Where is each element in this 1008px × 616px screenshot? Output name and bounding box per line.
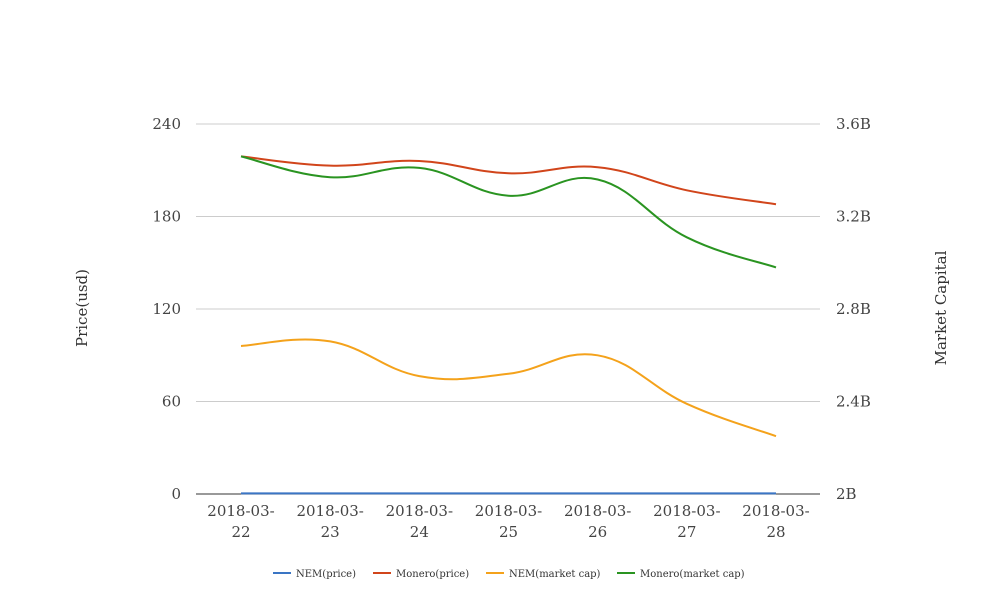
legend-label: Monero(price) <box>396 569 469 580</box>
left-tick-label: 240 <box>152 115 181 133</box>
series-lines <box>240 155 777 495</box>
x-tick-label: 2018-03-27 <box>653 502 720 541</box>
series-line-monero-market-cap <box>240 155 777 269</box>
x-axis-ticks: 2018-03-22 2018-03-23 2018-03-24 2018-03-25… <box>207 502 809 541</box>
left-tick-label: 180 <box>152 208 181 226</box>
legend-item-nem-market-cap[interactable]: NEM(market cap) <box>486 569 601 580</box>
right-tick-label: 3.6B <box>836 115 871 133</box>
left-tick-label: 60 <box>162 393 181 411</box>
x-tick-label: 2018-03-28 <box>742 502 809 541</box>
gridlines <box>196 123 820 495</box>
x-tick-label: 2018-03-22 <box>207 502 274 541</box>
right-tick-label: 3.2B <box>836 208 871 226</box>
left-tick-label: 0 <box>171 485 181 503</box>
left-tick-label: 120 <box>152 300 181 318</box>
legend-item-monero-market-cap[interactable]: Monero(market cap) <box>617 569 745 580</box>
right-axis-title: Market Capital <box>932 250 950 365</box>
legend-label: NEM(market cap) <box>509 569 601 580</box>
legend-label: NEM(price) <box>296 569 356 580</box>
right-tick-label: 2B <box>836 485 857 503</box>
legend-item-monero-price[interactable]: Monero(price) <box>373 569 469 580</box>
right-axis-ticks: 2B 2.4B 2.8B 3.2B 3.6B <box>836 115 871 503</box>
series-line-nem-market-cap <box>240 338 777 438</box>
x-tick-label: 2018-03-23 <box>296 502 363 541</box>
right-tick-label: 2.8B <box>836 300 871 318</box>
x-tick-label: 2018-03-24 <box>386 502 453 541</box>
legend-item-nem-price[interactable]: NEM(price) <box>273 569 356 580</box>
legend: NEM(price) Monero(price) NEM(market cap) Mo… <box>273 569 745 580</box>
legend-label: Monero(market cap) <box>640 569 745 580</box>
left-axis-title: Price(usd) <box>73 269 91 347</box>
x-tick-label: 2018-03-25 <box>475 502 542 541</box>
x-tick-label: 2018-03-26 <box>564 502 631 541</box>
series-line-monero-price <box>240 155 777 206</box>
left-axis-ticks: 0 60 120 180 240 <box>152 115 181 503</box>
right-tick-label: 2.4B <box>836 393 871 411</box>
